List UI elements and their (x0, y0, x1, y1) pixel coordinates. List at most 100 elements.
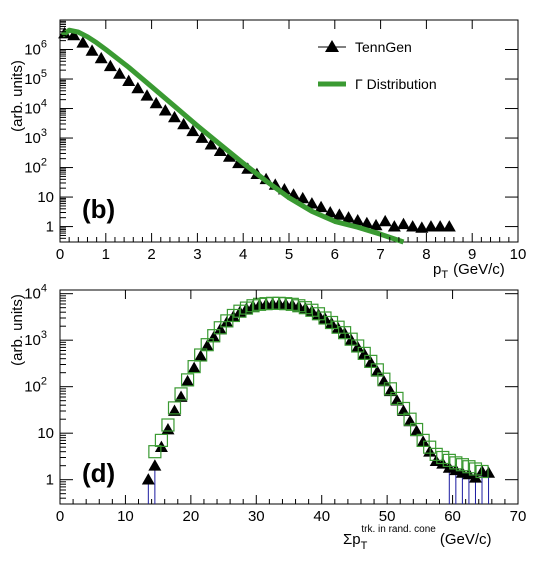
panel-b-ytick-label: 105 (24, 68, 47, 88)
ytick-exp: 3 (41, 127, 47, 139)
ytick-exp: 4 (41, 98, 47, 110)
panel-b-tenngen-point (296, 191, 310, 204)
panel-b-tenngen-point (76, 36, 90, 48)
panel-d-tenngen-point (161, 423, 175, 435)
panel-b-ytick-label: 106 (24, 39, 47, 59)
panel-b-xlabel: pT (GeV/c) (433, 261, 505, 281)
panel-b-tenngen-point (332, 208, 346, 220)
panel-b-tenngen-point (397, 217, 410, 230)
panel-b-xtick-label: 10 (510, 246, 527, 263)
panel-b-tenngen-point (305, 197, 319, 209)
ytick-exp: 2 (41, 376, 47, 388)
panel-d-tenngen-point (141, 473, 155, 485)
panel-b-gamma-line (60, 27, 405, 245)
ytick-base: 1 (46, 472, 54, 489)
panel-b-ytick-label: 102 (24, 157, 47, 177)
panel-b-tenngen-point (113, 67, 127, 79)
panel-d-tenngen-point (187, 361, 201, 374)
panel-b-tenngen-point (168, 110, 181, 123)
svg-text:pT(GeV/c): pT (GeV/c) (433, 261, 505, 281)
panel-d-xtick-label: 30 (248, 508, 265, 525)
panel-b-tenngen-point (85, 44, 99, 56)
legend-tenngen-marker (325, 40, 339, 52)
panel-b-xtick-label: 8 (422, 246, 430, 263)
panel-b-tenngen-point (415, 221, 429, 233)
panel-d-marks (141, 296, 496, 504)
panel-d-xlabel-main: Σp (343, 531, 361, 548)
panel-b-tenngen-point (342, 211, 356, 223)
panel-b-tenngen-point (433, 220, 447, 232)
panel-b-tenngen-point (351, 214, 365, 226)
panel-b-marks (58, 26, 456, 245)
panel-b-tenngen-point (424, 220, 438, 232)
panel-b-tenngen-point (369, 218, 383, 231)
panel-b-tenngen-point (149, 96, 163, 109)
panel-d-tenngen-point (344, 333, 358, 346)
panel-b-tenngen-point (103, 59, 117, 72)
panel-b-tenngen-point (213, 144, 227, 157)
panel-b-tenngen-point (204, 138, 218, 150)
panel-b-ytick-label: 10 (37, 189, 54, 206)
panel-b-tenngen-point (186, 124, 200, 137)
panel-b-xlabel-unit: (GeV/c) (453, 261, 505, 278)
ytick-base: 10 (37, 425, 54, 442)
panel-d-xlabel-unit: (GeV/c) (440, 531, 492, 548)
panel-b-tenngen-point (158, 104, 172, 116)
panel-d-xlabel: ΣpTtrk. in rand. cone (GeV/c) (343, 524, 492, 552)
panel-b-tenngen-point (131, 81, 145, 94)
ytick-exp: 4 (41, 283, 47, 295)
ytick-exp: 2 (41, 157, 47, 169)
ytick-base: 10 (24, 42, 41, 59)
panel-b-tenngen-point (442, 220, 456, 232)
panel-d-gamma-point (161, 418, 175, 432)
panel-b-ytick-label: 104 (24, 98, 47, 118)
panel-b-tenngen-point (360, 216, 374, 229)
panel-b-xtick-label: 9 (468, 246, 476, 263)
panel-d-ytick-label: 104 (24, 283, 47, 303)
panel-b-tenngen-point (67, 28, 81, 41)
panel-b-tenngen-point (222, 150, 236, 162)
panel-b-tag: (b) (82, 194, 115, 224)
panel-b-tenngen-point (323, 205, 337, 218)
panel-d-xtick-label: 50 (379, 508, 396, 525)
panel-b-xtick-label: 2 (147, 246, 155, 263)
panel-b-ytick-label: 1 (46, 219, 54, 236)
panel-b-xtick-label: 6 (331, 246, 339, 263)
panel-d-ytick-label: 102 (24, 376, 47, 396)
ytick-exp: 3 (41, 329, 47, 341)
panel-d-ytick-label: 103 (24, 329, 47, 349)
ytick-exp: 5 (41, 68, 47, 80)
panel-d-tag: (d) (82, 458, 115, 488)
panel-b-xlabel-main: p (433, 261, 441, 278)
legend: TennGen Γ Distribution (318, 39, 437, 92)
panel-d-ylabel: (arb. units) (9, 294, 26, 366)
ytick-base: 10 (37, 189, 54, 206)
panel-d-xtick-label: 40 (313, 508, 330, 525)
panel-b-tenngen-point (140, 89, 154, 101)
panel-d-tenngen-point (168, 404, 181, 416)
panel-d-gamma-point (167, 401, 182, 415)
panel-d-gamma-point (174, 387, 188, 401)
panel-d-tenngen-point (200, 339, 214, 351)
panel-d-xlabel-sub: T (361, 540, 368, 552)
panel-b-tenngen-point (378, 214, 392, 227)
panel-d-xlabel-sup: trk. in rand. cone (361, 524, 436, 535)
panel-d-xtick-label: 20 (183, 508, 200, 525)
ytick-exp: 6 (41, 39, 47, 51)
panel-d-tenngen-point (351, 340, 365, 353)
panel-b-xtick-label: 4 (239, 246, 247, 263)
panel-d-gamma-point (154, 433, 169, 447)
panel-d-tenngen-point (383, 384, 397, 397)
panel-b-xtick-label: 1 (102, 246, 110, 263)
panel-d-tenngen-point (207, 330, 221, 343)
ytick-base: 1 (46, 219, 54, 236)
panel-d-tenngen-point (357, 347, 371, 360)
panel-d-tenngen-point (174, 390, 188, 402)
panel-d-tenngen-point (377, 374, 391, 387)
panel-b-tenngen-point (122, 74, 136, 86)
panel-d-gamma-point (475, 464, 489, 479)
